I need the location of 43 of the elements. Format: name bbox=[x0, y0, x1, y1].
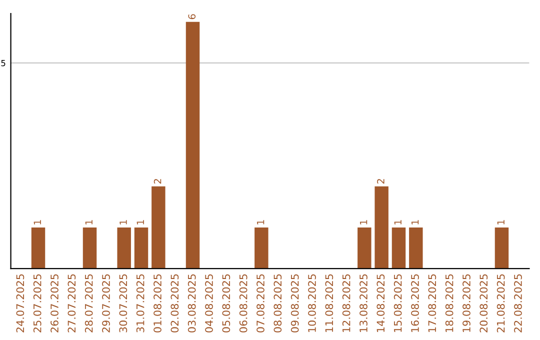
x-tick-label: 25.07.2025 bbox=[33, 274, 42, 332]
x-tick-label: 02.08.2025 bbox=[170, 274, 179, 332]
x-tick-label: 10.08.2025 bbox=[308, 274, 316, 332]
data-label: 1 bbox=[85, 220, 92, 224]
x-tick-label: 18.08.2025 bbox=[445, 274, 454, 332]
x-tick-label: 08.08.2025 bbox=[274, 274, 282, 332]
data-label: 1 bbox=[34, 220, 41, 224]
x-tick-label: 06.08.2025 bbox=[239, 274, 248, 332]
data-label: 1 bbox=[136, 220, 144, 224]
data-label: 1 bbox=[497, 220, 504, 224]
data-label: 2 bbox=[377, 179, 384, 184]
x-tick-label: 13.08.2025 bbox=[360, 274, 368, 332]
x-tick-label: 15.08.2025 bbox=[394, 274, 402, 332]
x-tick-label: 26.07.2025 bbox=[50, 274, 58, 332]
x-tick-label: 29.07.2025 bbox=[102, 274, 110, 332]
x-tick-label: 30.07.2025 bbox=[119, 274, 128, 332]
data-label: 1 bbox=[120, 220, 127, 224]
x-tick-label: 17.08.2025 bbox=[428, 274, 436, 332]
data-label: 1 bbox=[257, 220, 264, 224]
x-tick-label: 27.07.2025 bbox=[68, 274, 76, 332]
x-tick-label: 24.07.2025 bbox=[16, 274, 24, 332]
x-tick-label: 31.07.2025 bbox=[136, 274, 144, 332]
x-tick-label: 14.08.2025 bbox=[376, 274, 385, 332]
x-tick-label: 21.08.2025 bbox=[496, 274, 505, 332]
x-tick-label: 28.07.2025 bbox=[84, 274, 93, 332]
data-label: 6 bbox=[188, 14, 196, 20]
x-tick-label: 12.08.2025 bbox=[342, 274, 350, 332]
x-tick-label: 19.08.2025 bbox=[462, 274, 470, 332]
x-tick-label: 11.08.2025 bbox=[325, 274, 334, 332]
x-tick-label: 20.08.2025 bbox=[480, 274, 488, 332]
data-label: 1 bbox=[412, 220, 419, 224]
y-tick-label: 5 bbox=[1, 60, 6, 66]
x-tick-label: 01.08.2025 bbox=[154, 274, 162, 332]
data-label: 1 bbox=[360, 220, 368, 224]
x-tick-label: 05.08.2025 bbox=[222, 274, 230, 332]
x-tick-label: 16.08.2025 bbox=[411, 274, 419, 332]
x-tick-label: 03.08.2025 bbox=[188, 274, 196, 332]
x-tick-label: 04.08.2025 bbox=[205, 274, 213, 332]
x-tick-label: 22.08.2025 bbox=[514, 274, 522, 332]
x-tick-label: 07.08.2025 bbox=[256, 274, 264, 332]
data-label: 1 bbox=[394, 220, 402, 224]
data-label: 2 bbox=[154, 179, 162, 184]
x-tick-label: 09.08.2025 bbox=[290, 274, 299, 332]
